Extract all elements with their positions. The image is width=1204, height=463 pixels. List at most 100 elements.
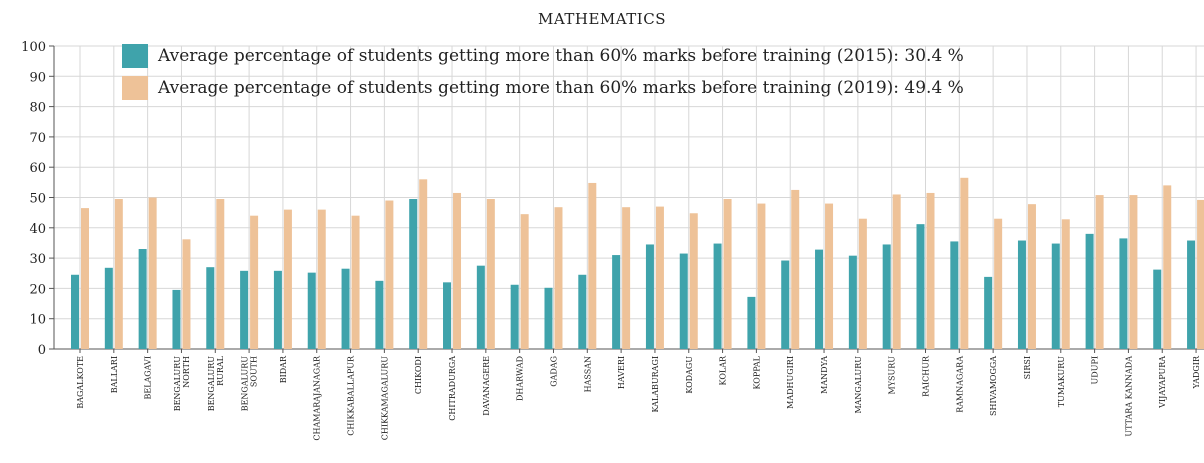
legend-label-2019: Average percentage of students getting m… <box>158 78 964 98</box>
bar-2015 <box>645 244 654 349</box>
bar-2015 <box>273 270 282 349</box>
bar-2015 <box>476 265 485 349</box>
bar-2015 <box>848 255 857 349</box>
x-tick-label: BELAGAVI <box>144 356 153 400</box>
bar-2019 <box>858 218 867 349</box>
legend-label-2015: Average percentage of students getting m… <box>158 46 964 66</box>
x-tick-label: MYSURU <box>888 356 897 395</box>
x-tick-label: DHARWAD <box>516 356 525 401</box>
x-tick-label: YADGIR <box>1192 355 1201 389</box>
bar-2015 <box>713 243 722 349</box>
bar-2019 <box>283 209 292 349</box>
bar-2019 <box>317 209 326 349</box>
bar-2019 <box>588 182 597 349</box>
x-tick-label-line: NORTH <box>182 356 191 388</box>
x-tick-label: HAVERI <box>617 356 626 389</box>
bar-2019 <box>1163 185 1172 349</box>
x-tick-label-line: SOUTH <box>250 356 259 387</box>
bar-2015 <box>443 282 452 349</box>
x-tick-label: GADAG <box>549 356 558 387</box>
bar-2019 <box>351 215 360 349</box>
legend-swatch-2015 <box>122 44 148 68</box>
bar-2019 <box>81 208 89 349</box>
bar-2015 <box>375 280 384 349</box>
bar-2015 <box>612 255 621 349</box>
bar-2019 <box>1095 195 1104 349</box>
x-tick-label-line: BENGALURU <box>173 356 182 412</box>
y-tick-label: 40 <box>29 222 46 237</box>
y-tick-label: 20 <box>29 282 46 297</box>
y-tick-label: 70 <box>29 131 46 146</box>
x-tick-label-line: BENGALURU <box>241 356 250 412</box>
bar-2019 <box>250 215 259 349</box>
bar-2019 <box>385 200 394 349</box>
y-tick-label: 100 <box>21 40 46 55</box>
legend-swatch-2019 <box>122 76 148 100</box>
x-tick-label: DAVANAGERE <box>482 356 491 416</box>
bar-2015 <box>104 267 113 349</box>
bar-2019 <box>825 203 834 349</box>
bar-2019 <box>148 197 157 349</box>
x-tick-label: UDUPI <box>1091 356 1100 384</box>
bar-2015 <box>544 287 553 349</box>
bar-2015 <box>341 268 350 349</box>
x-tick-label: BALLARI <box>110 356 119 393</box>
x-tick-label: CHIKKAMAGALURU <box>380 356 389 440</box>
x-tick-label: UTTARA KANNADA <box>1124 356 1133 437</box>
y-tick-label: 0 <box>38 343 46 358</box>
bar-2015 <box>815 249 824 349</box>
bar-2019 <box>655 206 664 349</box>
bar-2019 <box>1027 204 1036 349</box>
bar-2015 <box>781 260 790 349</box>
x-tick-label: KOPPAL <box>752 355 761 389</box>
x-tick-label: MANGALURU <box>854 356 863 414</box>
bar-2019 <box>723 199 732 349</box>
x-tick-label: KALABURAGI <box>651 356 660 413</box>
bar-2015 <box>240 270 249 349</box>
bar-2019 <box>689 213 698 349</box>
x-tick-label: HASSAN <box>583 356 592 392</box>
x-tick-label: SIRSI <box>1023 356 1032 379</box>
legend-item-2019: Average percentage of students getting m… <box>122 76 964 100</box>
x-tick-label: CHIKKABALLAPUR <box>347 355 356 436</box>
x-tick-label: MADHUGIRI <box>786 356 795 409</box>
bar-2019 <box>1129 195 1138 349</box>
y-tick-label: 30 <box>29 252 46 267</box>
x-tick-label: RAMNAGARA <box>955 356 964 413</box>
y-tick-label: 10 <box>29 313 46 328</box>
bar-2015 <box>138 249 147 349</box>
x-tick-label: BENGALURUSOUTH <box>241 356 259 412</box>
bar-2019 <box>182 239 191 349</box>
chart-title: MATHEMATICS <box>538 10 666 28</box>
bar-2015 <box>1153 269 1162 349</box>
bar-2015 <box>71 274 79 349</box>
legend-item-2015: Average percentage of students getting m… <box>122 44 964 68</box>
bar-2015 <box>882 244 891 349</box>
x-tick-label: SHIVAMOGGA <box>989 356 998 416</box>
x-tick-label: KODAGU <box>685 356 694 394</box>
bar-2015 <box>1051 243 1060 349</box>
y-tick-label: 80 <box>29 101 46 116</box>
bar-2019 <box>892 194 901 349</box>
bar-2019 <box>622 207 631 349</box>
bar-2019 <box>453 192 462 349</box>
bar-2015 <box>1187 240 1196 349</box>
bar-2019 <box>554 207 563 349</box>
legend: Average percentage of students getting m… <box>122 44 964 108</box>
bar-2015 <box>307 272 316 349</box>
bar-2015 <box>1085 233 1094 349</box>
x-tick-label: CHAMARAJANAGAR <box>313 355 322 441</box>
bar-2019 <box>960 177 969 349</box>
bar-2015 <box>1017 240 1026 349</box>
y-tick-label: 90 <box>29 70 46 85</box>
bar-2019 <box>994 218 1003 349</box>
x-tick-label: BIDAR <box>279 355 288 383</box>
x-tick-label: RAICHUR <box>922 355 931 397</box>
bar-2019 <box>757 203 766 349</box>
bar-2015 <box>409 199 418 349</box>
bar-2015 <box>984 276 993 349</box>
bar-2019 <box>520 214 529 349</box>
bar-2019 <box>114 199 123 349</box>
